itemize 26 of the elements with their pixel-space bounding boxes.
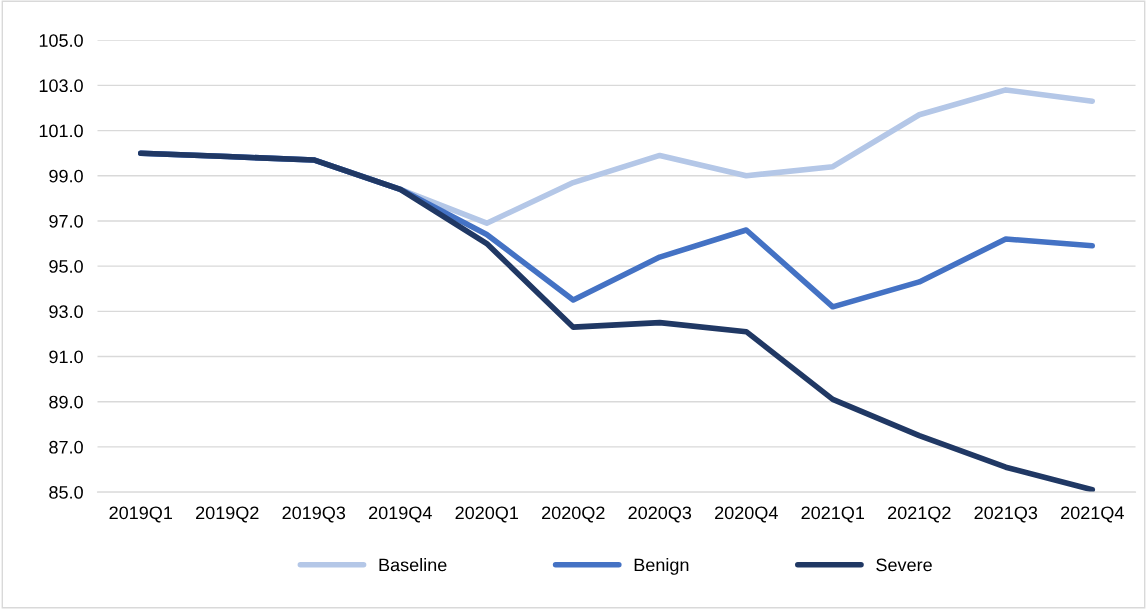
x-tick-label: 2021Q3 (974, 506, 1038, 523)
x-tick-label: 2021Q1 (801, 506, 865, 523)
x-tick-label: 2020Q1 (455, 506, 519, 523)
y-tick-label: 85.0 (49, 486, 83, 499)
y-tick-label: 89.0 (49, 395, 83, 409)
y-tick-label: 99.0 (49, 169, 83, 183)
x-tick-label: 2021Q2 (888, 506, 951, 523)
legend-label: Severe (876, 558, 932, 572)
y-tick-label: 103.0 (39, 79, 83, 93)
y-tick-label: 105.0 (39, 34, 83, 47)
y-tick-label: 97.0 (49, 214, 83, 228)
y-tick-label: 91.0 (49, 350, 83, 364)
x-tick-label: 2021Q4 (1061, 506, 1124, 523)
y-tick-label: 101.0 (39, 124, 83, 138)
x-tick-label: 2019Q4 (369, 506, 432, 523)
legend-label: Baseline (379, 558, 447, 572)
x-tick-label: 2019Q3 (282, 506, 346, 523)
y-tick-label: 87.0 (49, 440, 83, 454)
legend-label: Benign (634, 558, 689, 575)
x-tick-label: 2020Q3 (628, 506, 692, 523)
y-tick-label: 93.0 (49, 305, 83, 319)
x-tick-label: 2019Q1 (109, 506, 172, 523)
y-tick-label: 95.0 (49, 260, 83, 273)
x-tick-label: 2020Q2 (542, 506, 605, 523)
x-tick-label: 2019Q2 (196, 506, 259, 523)
x-tick-label: 2020Q4 (715, 506, 778, 523)
